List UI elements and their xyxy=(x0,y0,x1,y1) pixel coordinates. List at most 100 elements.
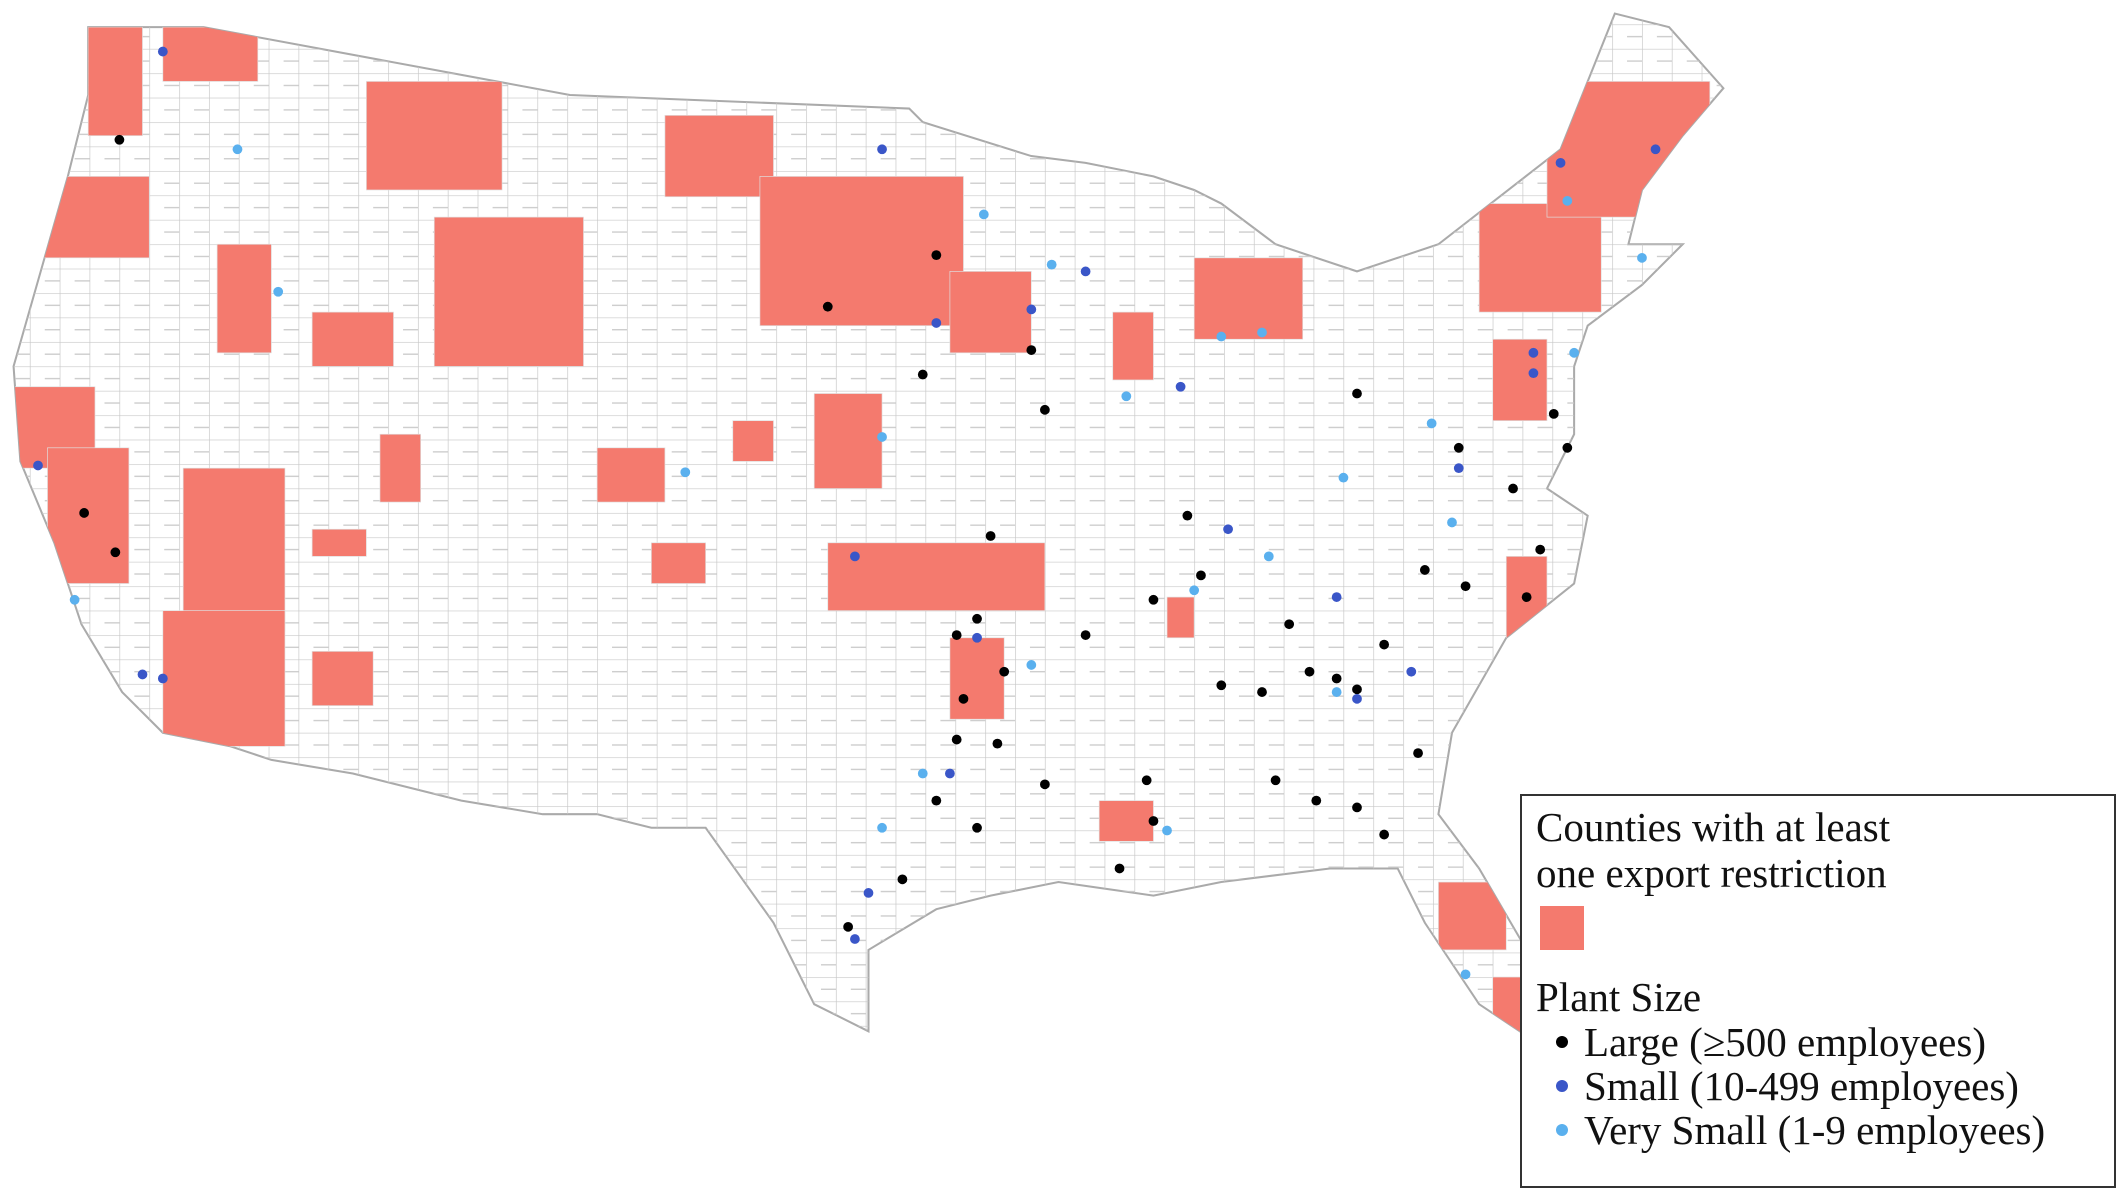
plant-dot xyxy=(157,673,168,684)
restricted-county xyxy=(732,420,774,462)
plant-dot xyxy=(1379,829,1390,840)
restricted-county xyxy=(433,216,584,367)
restricted-county xyxy=(1166,596,1195,639)
legend-label: Large (≥500 employees) xyxy=(1584,1019,1986,1065)
plant-dot xyxy=(1263,551,1274,562)
plant-dot xyxy=(1413,748,1423,759)
restricted-county xyxy=(1098,800,1154,842)
legend: Counties with at least one export restri… xyxy=(1520,794,2116,1188)
plant-dot xyxy=(951,734,962,745)
plant-dot xyxy=(1223,524,1233,535)
plant-dot xyxy=(1453,442,1464,453)
plant-dot xyxy=(69,594,80,605)
plant-dot xyxy=(1352,802,1362,813)
restricted-county xyxy=(664,115,774,198)
plant-dot xyxy=(1447,517,1457,528)
plant-dot xyxy=(1080,630,1091,640)
legend-items: Large (≥500 employees) Small (10-499 empl… xyxy=(1536,1019,2100,1153)
plant-dot xyxy=(1426,418,1437,429)
plant-dot xyxy=(958,693,969,704)
plant-dot xyxy=(1352,388,1362,399)
plant-dot xyxy=(1352,684,1362,695)
plant-dot xyxy=(972,632,982,643)
legend-dot xyxy=(1556,1036,1568,1048)
plant-dot xyxy=(1270,775,1281,786)
plant-dot xyxy=(850,934,860,944)
restricted-county xyxy=(47,447,130,584)
restricted-county xyxy=(311,528,367,557)
legend-item: Small (10-499 employees) xyxy=(1536,1063,2100,1109)
plant-dot xyxy=(1555,157,1566,168)
plant-dot xyxy=(1379,639,1390,650)
plant-dot xyxy=(1284,619,1295,630)
plant-dot xyxy=(1460,969,1471,980)
plant-dot xyxy=(1331,592,1342,602)
restricted-county xyxy=(1546,81,1711,218)
plant-dot xyxy=(1040,404,1050,415)
plant-dot xyxy=(110,547,121,558)
plant-dot xyxy=(1189,585,1200,596)
plant-dot xyxy=(1548,408,1559,419)
plant-dot xyxy=(1562,195,1573,206)
plant-dot xyxy=(945,768,955,779)
plant-dot xyxy=(1141,775,1152,786)
plant-dot xyxy=(822,301,833,312)
restricted-county xyxy=(162,610,286,747)
restricted-county xyxy=(813,393,883,489)
plant-dot xyxy=(1508,483,1518,494)
plant-dot xyxy=(1257,327,1267,338)
plant-dot xyxy=(79,508,90,518)
plant-dot xyxy=(1569,347,1580,358)
plant-dot xyxy=(1331,687,1342,697)
plant-dot xyxy=(1637,252,1647,263)
us-map xyxy=(12,12,1725,1034)
plant-dot xyxy=(1535,544,1546,555)
plant-dot xyxy=(1562,442,1573,453)
plant-dot xyxy=(1148,816,1159,826)
plant-dot xyxy=(1521,592,1532,602)
county-swatch xyxy=(1540,906,1584,950)
restricted-county xyxy=(949,637,1005,720)
plant-dot xyxy=(1650,144,1661,155)
plant-dot xyxy=(972,822,982,833)
plant-dot xyxy=(985,531,996,541)
restricted-county xyxy=(379,433,422,503)
legend-label: Small (10-499 employees) xyxy=(1584,1063,2019,1109)
plant-dot xyxy=(1528,368,1539,379)
legend-item: Very Small (1-9 employees) xyxy=(1536,1107,2100,1153)
plant-dot xyxy=(1182,510,1193,521)
legend-title: Plant Size xyxy=(1536,974,1702,1020)
plant-dot xyxy=(931,795,942,806)
plant-dot xyxy=(114,134,125,145)
plant-dot xyxy=(232,144,243,155)
plant-dot xyxy=(1338,472,1349,483)
restricted-county xyxy=(366,81,503,191)
plant-dot xyxy=(1352,693,1362,704)
plant-dot xyxy=(931,250,942,261)
plant-dot xyxy=(137,669,148,680)
restricted-county xyxy=(1478,203,1602,313)
plant-dot xyxy=(972,613,982,624)
restricted-county xyxy=(311,651,374,706)
restricted-county xyxy=(162,26,259,82)
restricted-county xyxy=(759,176,964,327)
plant-dot xyxy=(877,822,887,833)
restricted-county xyxy=(1112,311,1154,381)
plant-dot xyxy=(877,432,887,442)
restricted-county xyxy=(651,542,706,584)
restricted-county xyxy=(1438,881,1507,951)
plant-dot xyxy=(1216,680,1227,691)
plant-dot xyxy=(850,551,860,562)
plant-dot xyxy=(931,318,942,328)
plant-dot xyxy=(1528,347,1539,358)
plant-dot xyxy=(897,874,908,885)
plant-dot xyxy=(1196,570,1206,581)
plant-dot xyxy=(1026,660,1037,670)
plant-dot xyxy=(157,46,168,57)
plant-dot xyxy=(992,738,1003,749)
plant-dot xyxy=(1304,666,1315,677)
plant-dot xyxy=(1331,673,1342,684)
plant-dot xyxy=(1114,863,1125,874)
plant-dot xyxy=(1026,345,1037,355)
